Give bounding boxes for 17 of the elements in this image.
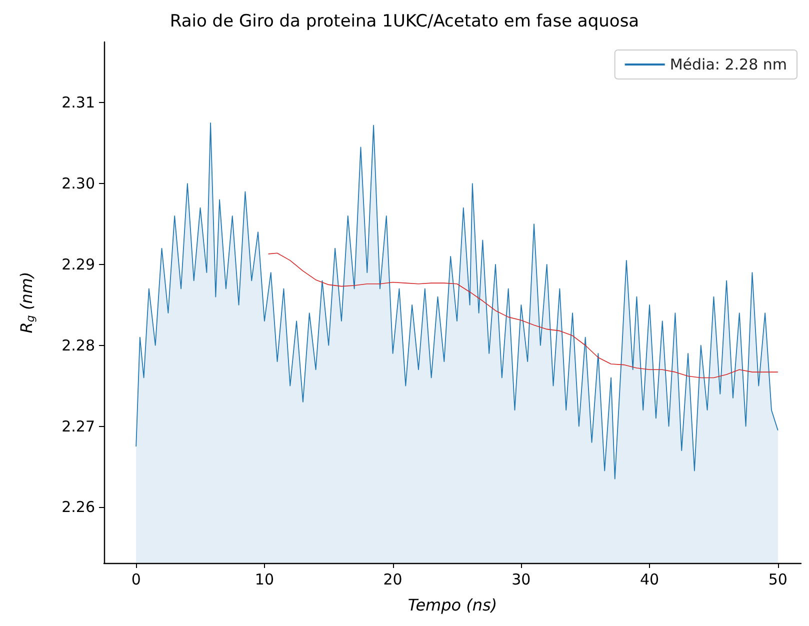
y-tick-label: 2.27 xyxy=(62,417,95,436)
chart-title: Raio de Giro da proteina 1UKC/Acetato em fase aquosa xyxy=(170,12,640,32)
x-tick-label: 10 xyxy=(254,570,274,588)
x-tick-label: 0 xyxy=(131,570,141,588)
legend-label: Média: 2.28 nm xyxy=(670,56,788,74)
y-tick-label: 2.26 xyxy=(62,498,95,516)
y-axis-title: Rg (nm) xyxy=(17,272,37,334)
x-tick-label: 20 xyxy=(383,570,402,588)
y-tick-label: 2.30 xyxy=(62,174,95,193)
x-tick-label: 40 xyxy=(640,570,660,588)
y-tick-label: 2.29 xyxy=(62,255,95,274)
y-tick-label: 2.31 xyxy=(62,94,95,112)
x-tick-label: 50 xyxy=(768,570,788,588)
x-axis-title: Tempo (ns) xyxy=(408,596,498,614)
x-tick-label: 30 xyxy=(512,570,531,588)
y-tick-label: 2.28 xyxy=(62,336,95,354)
line-series xyxy=(268,252,778,378)
